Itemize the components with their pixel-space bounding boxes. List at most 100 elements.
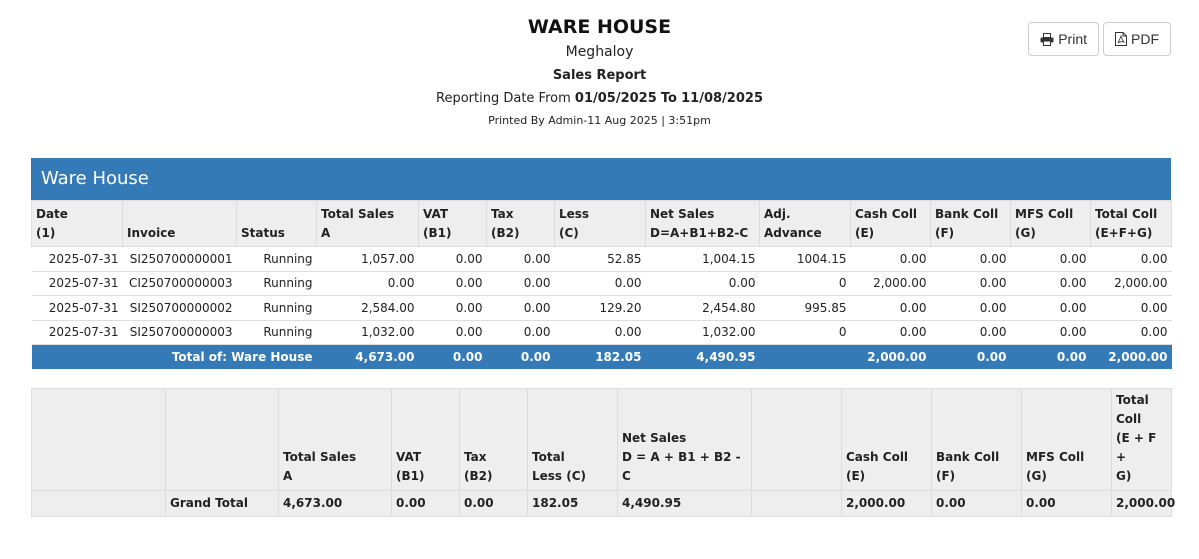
header-text: (B2) — [491, 226, 520, 240]
gt-col-total-sales: Total Sales A — [278, 388, 392, 491]
header-text: Total Sales — [321, 207, 395, 221]
table-cell: 2,454.80 — [645, 295, 760, 321]
table-cell: 0.00 — [486, 246, 555, 272]
table-cell: 0.00 — [418, 344, 487, 369]
pdf-label: PDF — [1131, 31, 1159, 47]
gt-col-vat: VAT (B1) — [391, 388, 460, 491]
header-text: Cash Coll — [855, 207, 918, 221]
col-less: Less (C) — [554, 200, 646, 247]
table-cell: 0.00 — [1090, 295, 1172, 321]
col-total-sales: Total Sales A — [316, 200, 419, 247]
table-cell: 0.00 — [486, 271, 555, 296]
table-cell: 0.00 — [1090, 320, 1172, 345]
table-cell: 995.85 — [759, 295, 851, 321]
header-text: Tax — [464, 450, 487, 464]
table-cell: 0.00 — [930, 271, 1011, 296]
period-prefix: Reporting Date From — [436, 91, 571, 106]
table-row: 2025-07-31 CI250700000003 Running 0.00 0.00… — [31, 271, 1172, 296]
header-text: (E+F+G) — [1095, 226, 1153, 240]
table-header-row: Date (1) Invoice Status Total Sales A VAT (… — [31, 200, 1172, 247]
header-text: Total — [1116, 393, 1149, 407]
table-cell: 0.00 — [930, 295, 1011, 321]
header-text: (1) — [36, 226, 56, 240]
table-cell: 0.00 — [850, 246, 931, 272]
report-header: WARE HOUSE Meghaloy Sales Report Reporti… — [0, 14, 1199, 131]
print-icon — [1040, 32, 1054, 46]
header-text: G) — [1116, 469, 1132, 483]
header-text: MFS Coll — [1026, 450, 1085, 464]
company-name: WARE HOUSE — [527, 16, 672, 38]
table-cell: 1,032.00 — [645, 320, 760, 345]
header-text: (E + F + — [1116, 431, 1157, 464]
header-text: A — [283, 469, 293, 483]
branch-name: Meghaloy — [565, 44, 634, 60]
table-cell: 4,673.00 — [278, 490, 392, 517]
pdf-button[interactable]: PDF — [1103, 22, 1171, 56]
grand-total-row: Grand Total 4,673.00 0.00 0.00 182.05 4,… — [31, 490, 1175, 517]
table-cell: 0.00 — [931, 490, 1022, 517]
to-word: To — [660, 91, 677, 106]
gt-col-bank-coll: Bank Coll (F) — [931, 388, 1022, 491]
col-invoice: Invoice — [122, 200, 237, 247]
print-label: Print — [1058, 31, 1087, 47]
table-row: 2025-07-31 SI250700000001 Running 1,057.00… — [31, 246, 1172, 272]
col-adj-advance: Adj. Advance — [759, 200, 851, 247]
table-cell: 182.05 — [554, 344, 646, 369]
header-text: D=A+B1+B2-C — [650, 226, 749, 240]
printed-by: Printed By Admin-11 Aug 2025 | 3:51pm — [488, 114, 711, 127]
section-total-row: Total of: Ware House 4,673.00 0.00 0.00 18… — [31, 344, 1172, 369]
col-net-sales: Net Sales D=A+B1+B2-C — [645, 200, 760, 247]
gt-col-total-less: Total Less (C) — [527, 388, 618, 491]
table-cell: SI250700000001 — [122, 246, 237, 272]
header-text: VAT — [396, 450, 422, 464]
table-cell: 0.00 — [850, 295, 931, 321]
print-button[interactable]: Print — [1028, 22, 1099, 56]
table-cell: 0.00 — [930, 246, 1011, 272]
table-cell: 0.00 — [554, 271, 646, 296]
header-text: D = A + B1 + B2 - C — [622, 450, 741, 483]
col-tax: Tax (B2) — [486, 200, 555, 247]
table-row: 2025-07-31 SI250700000002 Running 2,584.00… — [31, 295, 1172, 321]
table-cell: SI250700000003 — [122, 320, 237, 345]
pdf-file-icon — [1115, 32, 1127, 46]
grand-total-label: Grand Total — [165, 490, 279, 517]
export-actions: Print PDF — [1028, 22, 1171, 56]
table-cell: 0.00 — [486, 344, 555, 369]
reporting-period: Reporting Date From 01/05/2025 To 11/08/… — [0, 88, 1199, 110]
table-cell: 2,000.00 — [841, 490, 932, 517]
header-text: (B1) — [423, 226, 452, 240]
table-cell: 2,000.00 — [850, 344, 931, 369]
table-cell — [751, 388, 842, 491]
table-cell — [759, 344, 851, 369]
header-text: Tax — [491, 207, 514, 221]
table-cell: 2025-07-31 — [31, 320, 123, 345]
col-mfs-coll: MFS Coll (G) — [1010, 200, 1091, 247]
table-cell: 0.00 — [645, 271, 760, 296]
table-cell: 2,000.00 — [1111, 490, 1175, 517]
table-cell: 0.00 — [486, 295, 555, 321]
table-cell: Running — [236, 295, 317, 321]
table-cell: 52.85 — [554, 246, 646, 272]
header-text: Less (C) — [532, 469, 587, 483]
table-cell: 129.20 — [554, 295, 646, 321]
header-text: Total — [532, 450, 565, 464]
col-date: Date (1) — [31, 200, 123, 247]
header-text: (E) — [846, 469, 866, 483]
col-bank-coll: Bank Coll (F) — [930, 200, 1011, 247]
header-text: VAT — [423, 207, 449, 221]
table-row: 2025-07-31 SI250700000003 Running 1,032.00… — [31, 320, 1172, 345]
table-cell: 0.00 — [486, 320, 555, 345]
table-cell: Running — [236, 271, 317, 296]
table-cell: 1,032.00 — [316, 320, 419, 345]
table-cell: 182.05 — [527, 490, 618, 517]
table-cell: 0.00 — [1010, 295, 1091, 321]
table-cell: 0.00 — [391, 490, 460, 517]
table-cell — [165, 388, 279, 491]
header-text: A — [321, 226, 331, 240]
sales-table: Date (1) Invoice Status Total Sales A VAT (… — [31, 200, 1172, 369]
header-text: (B2) — [464, 469, 493, 483]
table-cell: 2025-07-31 — [31, 246, 123, 272]
table-cell: 1,057.00 — [316, 246, 419, 272]
table-cell: 2025-07-31 — [31, 295, 123, 321]
table-cell: 0.00 — [418, 295, 487, 321]
